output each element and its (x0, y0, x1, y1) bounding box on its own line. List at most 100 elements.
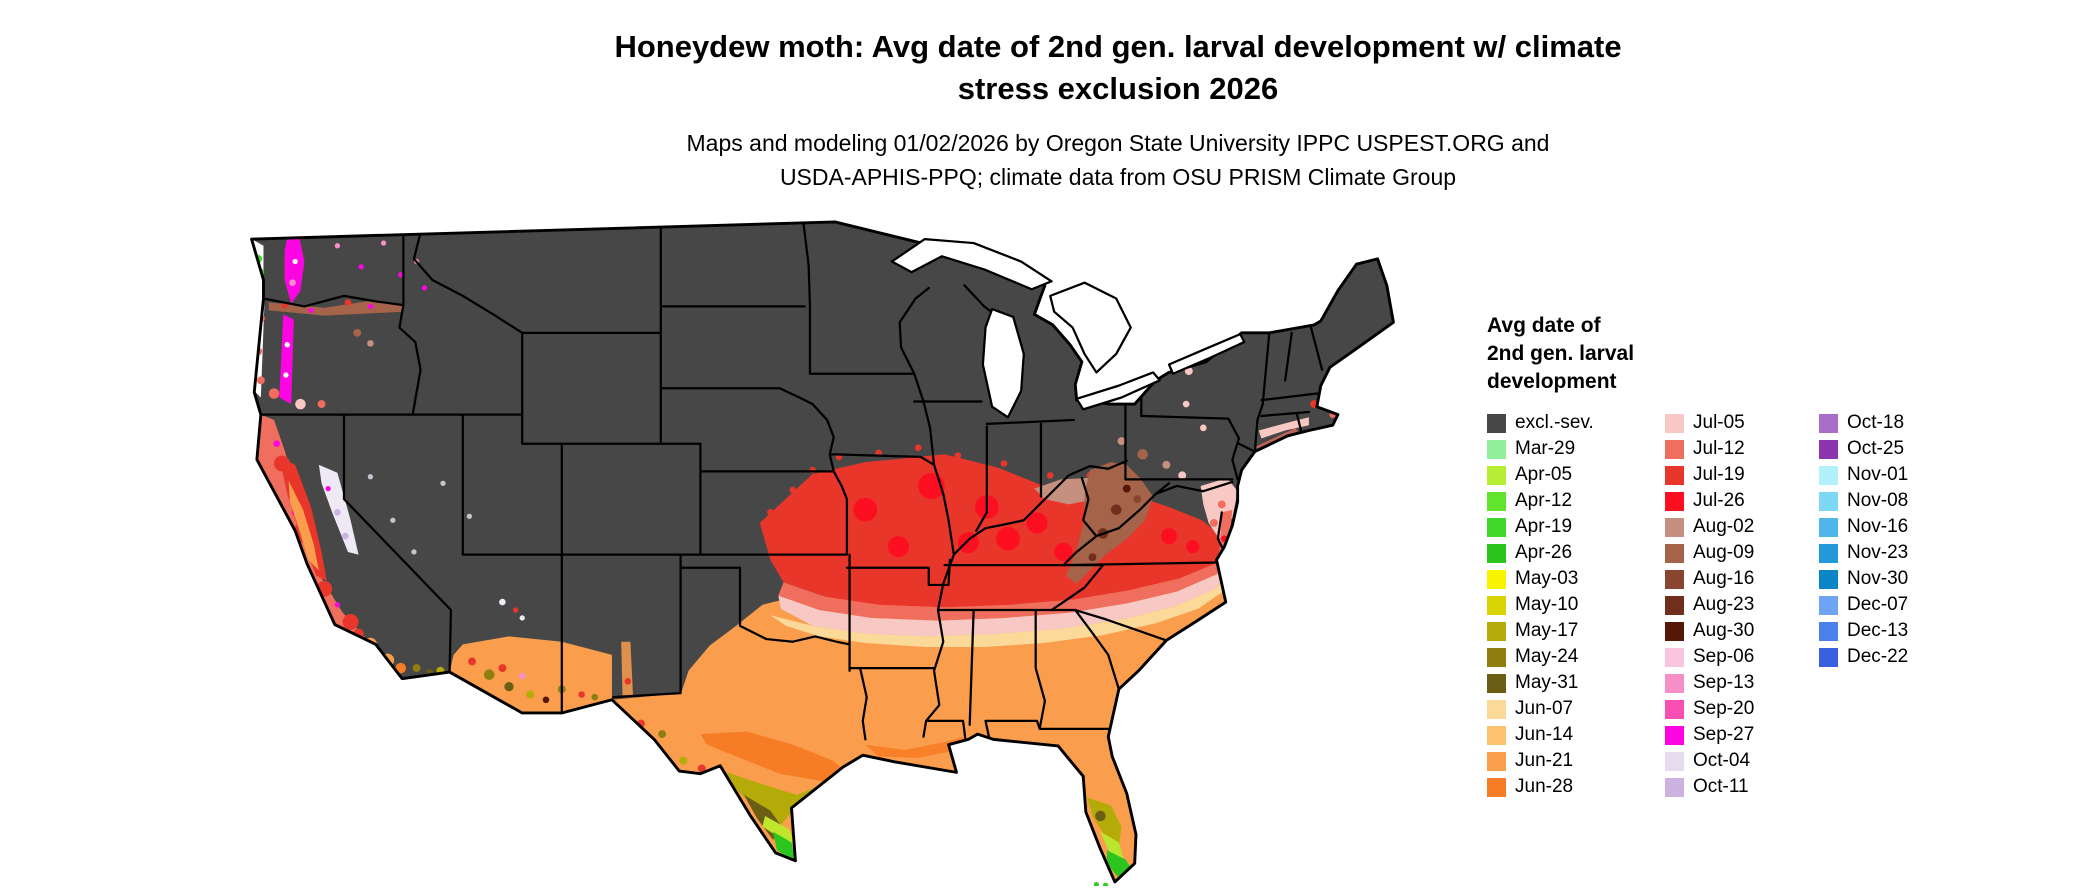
legend-label: Jul-19 (1693, 464, 1745, 485)
map-nv-specks (367, 474, 473, 555)
map-ct-coast (1258, 417, 1309, 439)
legend-entry: Apr-19 (1487, 514, 1665, 540)
legend-entry: Oct-04 (1665, 748, 1819, 774)
legend-label: Nov-01 (1847, 464, 1909, 485)
legend-label: Jul-12 (1693, 438, 1745, 459)
legend-entry: Jun-14 (1487, 722, 1665, 748)
map-delmarva (1219, 509, 1233, 558)
legend-label: May-03 (1515, 568, 1579, 589)
legend-swatch (1487, 621, 1506, 641)
legend-label: Dec-22 (1847, 646, 1909, 667)
legend-label: May-10 (1515, 594, 1579, 615)
state-borders (259, 221, 1324, 744)
map-wa-cascades (284, 229, 305, 304)
legend-entry: Nov-16 (1819, 514, 1969, 540)
legend-swatch (1665, 673, 1684, 693)
legend-swatch (1819, 647, 1838, 667)
map-columbia-magenta (308, 303, 374, 314)
legend-swatch (1487, 725, 1506, 745)
legend-label: Oct-11 (1693, 776, 1749, 797)
map-sierra-lavender (334, 509, 341, 516)
lake-michigan (981, 307, 1025, 419)
legend-swatch (1487, 595, 1506, 615)
legend-entry: Apr-05 (1487, 462, 1665, 488)
map-speck (624, 678, 632, 685)
lake-superior (890, 237, 1053, 291)
legend-entry: Aug-02 (1665, 514, 1819, 540)
legend-label: Jul-26 (1693, 490, 1745, 511)
legend-entry: Nov-08 (1819, 488, 1969, 514)
page-title: Honeydew moth: Avg date of 2nd gen. larv… (286, 26, 1950, 110)
legend-swatch (1487, 465, 1506, 485)
legend-entry: Oct-11 (1665, 774, 1819, 800)
map-region-fl-darkolive (1095, 810, 1106, 822)
map-speck (1209, 518, 1218, 527)
legend-entry: Nov-01 (1819, 462, 1969, 488)
legend-swatch (1487, 647, 1506, 667)
legend-swatch (1819, 439, 1838, 459)
legend-label: Sep-06 (1693, 646, 1755, 667)
map-central-valley (288, 480, 319, 571)
legend-swatch (1487, 543, 1506, 563)
map-neor-patch (367, 340, 374, 347)
map-region-stx-green (773, 831, 796, 863)
legend-swatch (1665, 465, 1684, 485)
legend-label: Oct-04 (1693, 750, 1751, 771)
map-speck (289, 279, 296, 286)
page-subtitle: Maps and modeling 01/02/2026 by Oregon S… (286, 126, 1950, 194)
legend-label: Jun-21 (1515, 750, 1574, 771)
legend-swatch (1487, 569, 1506, 589)
legend-entry: Nov-23 (1819, 540, 1969, 566)
legend-label: Nov-16 (1847, 516, 1909, 537)
legend-entry: Dec-07 (1819, 592, 1969, 618)
legend-swatch (1665, 569, 1684, 589)
legend-label: Oct-25 (1847, 438, 1905, 459)
legend-entry: Jun-07 (1487, 696, 1665, 722)
legend-entry: Aug-30 (1665, 618, 1819, 644)
legend-swatch (1487, 439, 1506, 459)
page-subtitle-line1: Maps and modeling 01/02/2026 by Oregon S… (686, 130, 1550, 156)
us-map (245, 206, 1400, 886)
legend-swatch (1487, 413, 1506, 433)
map-region-jul12-band (778, 546, 1233, 621)
legend-entry: Jul-05 (1665, 410, 1819, 436)
legend-columns: excl.-sev. Mar-29 Apr-05 Apr-12 Apr-19 Apr-26… (1487, 410, 1969, 800)
legend-swatch (1819, 465, 1838, 485)
map-me-brown (1334, 386, 1342, 395)
legend-swatch (1665, 647, 1684, 667)
legend-swatch (1819, 595, 1838, 615)
map-legend: Avg date of 2nd gen. larval development … (1487, 312, 1969, 800)
lake-ontario (1167, 333, 1246, 375)
map-region-jul05-band (778, 557, 1233, 637)
us-map-svg (250, 220, 1395, 886)
lake-erie (1075, 371, 1161, 411)
legend-label: Aug-30 (1693, 620, 1755, 641)
legend-label: Apr-12 (1515, 490, 1573, 511)
map-speck (325, 485, 331, 492)
map-id-specks (358, 264, 428, 291)
legend-entry: Sep-06 (1665, 644, 1819, 670)
map-speck (292, 258, 298, 265)
legend-entry: Mar-29 (1487, 436, 1665, 462)
legend-entry: Dec-13 (1819, 618, 1969, 644)
legend-entry: Jul-19 (1665, 462, 1819, 488)
legend-entry: Jul-26 (1665, 488, 1819, 514)
map-speck (283, 372, 289, 378)
legend-swatch (1487, 517, 1506, 537)
map-speck (1217, 500, 1226, 509)
legend-label: May-24 (1515, 646, 1579, 667)
legend-swatch (1819, 543, 1838, 563)
legend-label: Aug-23 (1693, 594, 1755, 615)
legend-swatch (1487, 673, 1506, 693)
legend-label: May-31 (1515, 672, 1579, 693)
legend-entry: Dec-22 (1819, 644, 1969, 670)
map-me-brown (1345, 361, 1352, 368)
legend-label: Nov-08 (1847, 490, 1909, 511)
legend-column: excl.-sev. Mar-29 Apr-05 Apr-12 Apr-19 Apr-26… (1487, 410, 1665, 800)
map-sor-patch (295, 398, 306, 410)
legend-swatch (1819, 413, 1838, 433)
map-ny-specks (1182, 367, 1207, 432)
legend-entry: May-17 (1487, 618, 1665, 644)
map-sierra-lavender (342, 532, 349, 540)
legend-entry: May-03 (1487, 566, 1665, 592)
